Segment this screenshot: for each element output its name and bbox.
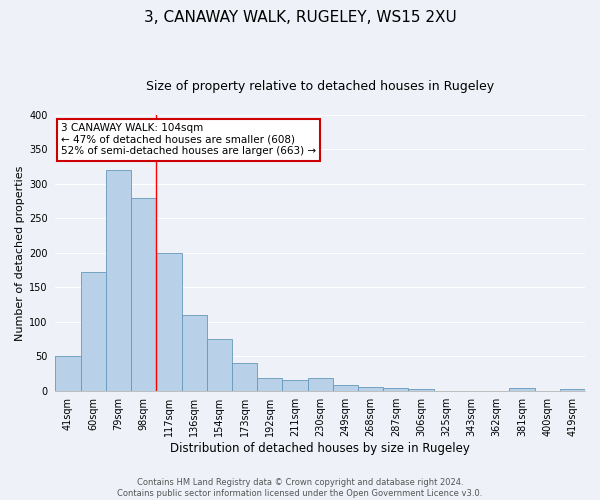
Text: Contains HM Land Registry data © Crown copyright and database right 2024.
Contai: Contains HM Land Registry data © Crown c… [118,478,482,498]
Bar [560,389,585,391]
Bar [358,386,383,391]
Text: 3, CANAWAY WALK, RUGELEY, WS15 2XU: 3, CANAWAY WALK, RUGELEY, WS15 2XU [143,10,457,25]
Text: 3 CANAWAY WALK: 104sqm
← 47% of detached houses are smaller (608)
52% of semi-de: 3 CANAWAY WALK: 104sqm ← 47% of detached… [61,124,316,156]
Y-axis label: Number of detached properties: Number of detached properties [15,165,25,340]
Bar [333,386,358,391]
Title: Size of property relative to detached houses in Rugeley: Size of property relative to detached ho… [146,80,494,93]
Bar [55,356,80,391]
Bar [283,380,308,391]
Bar [182,315,207,391]
X-axis label: Distribution of detached houses by size in Rugeley: Distribution of detached houses by size … [170,442,470,455]
Bar [232,363,257,391]
Bar [409,389,434,391]
Bar [207,339,232,391]
Bar [80,272,106,391]
Bar [308,378,333,391]
Bar [383,388,409,391]
Bar [106,170,131,391]
Bar [509,388,535,391]
Bar [131,198,157,391]
Bar [157,253,182,391]
Bar [257,378,283,391]
